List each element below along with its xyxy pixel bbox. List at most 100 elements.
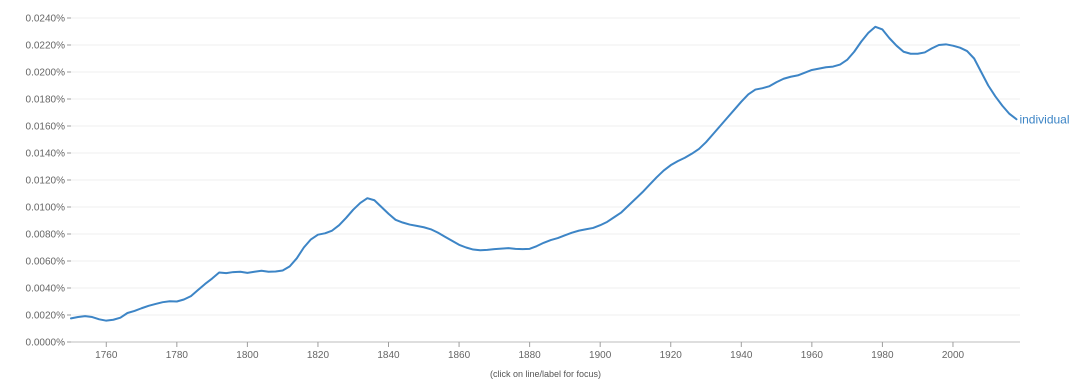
data-point[interactable] — [379, 205, 383, 209]
data-point[interactable] — [203, 282, 207, 286]
data-point[interactable] — [662, 169, 666, 173]
data-point[interactable] — [866, 31, 870, 35]
data-point[interactable] — [90, 315, 94, 319]
data-point[interactable] — [443, 235, 447, 239]
data-point[interactable] — [499, 247, 503, 251]
data-point[interactable] — [669, 163, 673, 167]
series-line-individual[interactable] — [70, 25, 1018, 322]
data-point[interactable] — [598, 223, 602, 227]
data-point[interactable] — [965, 49, 969, 53]
data-point[interactable] — [944, 42, 948, 46]
data-point[interactable] — [104, 319, 108, 323]
data-point[interactable] — [281, 268, 285, 272]
data-point[interactable] — [457, 243, 461, 247]
data-point[interactable] — [577, 229, 581, 233]
data-point[interactable] — [316, 233, 320, 237]
data-point[interactable] — [401, 221, 405, 225]
data-point[interactable] — [958, 46, 962, 50]
data-point[interactable] — [591, 226, 595, 230]
data-point[interactable] — [817, 67, 821, 71]
data-point[interactable] — [796, 73, 800, 77]
data-point[interactable] — [683, 156, 687, 160]
data-point[interactable] — [168, 299, 172, 303]
data-point[interactable] — [782, 77, 786, 81]
data-point[interactable] — [267, 270, 271, 274]
data-point[interactable] — [768, 84, 772, 88]
data-point[interactable] — [845, 58, 849, 62]
data-point[interactable] — [986, 84, 990, 88]
data-point[interactable] — [97, 317, 101, 321]
data-point[interactable] — [937, 43, 941, 47]
data-point[interactable] — [831, 65, 835, 69]
data-point[interactable] — [492, 247, 496, 251]
data-point[interactable] — [147, 304, 151, 308]
data-point[interactable] — [238, 270, 242, 274]
data-point[interactable] — [217, 270, 221, 274]
data-point[interactable] — [436, 231, 440, 235]
data-point[interactable] — [224, 271, 228, 275]
data-point[interactable] — [838, 63, 842, 67]
data-point[interactable] — [803, 71, 807, 75]
data-point[interactable] — [337, 223, 341, 227]
series-group[interactable]: individual — [69, 25, 1070, 323]
data-point[interactable] — [154, 302, 158, 306]
data-point[interactable] — [753, 88, 757, 92]
data-point[interactable] — [415, 224, 419, 228]
data-point[interactable] — [979, 70, 983, 74]
data-point[interactable] — [429, 227, 433, 231]
data-point[interactable] — [556, 236, 560, 240]
data-point[interactable] — [909, 52, 913, 56]
data-point[interactable] — [810, 68, 814, 72]
data-point[interactable] — [676, 159, 680, 163]
data-point[interactable] — [626, 204, 630, 208]
data-point[interactable] — [824, 65, 828, 69]
data-point[interactable] — [718, 124, 722, 128]
data-point[interactable] — [725, 116, 729, 120]
data-point[interactable] — [528, 247, 532, 251]
data-point[interactable] — [584, 227, 588, 231]
data-point[interactable] — [344, 216, 348, 220]
data-point[interactable] — [295, 256, 299, 260]
data-point[interactable] — [895, 44, 899, 48]
data-point[interactable] — [648, 183, 652, 187]
data-point[interactable] — [902, 50, 906, 54]
data-point[interactable] — [450, 239, 454, 243]
data-point[interactable] — [993, 94, 997, 98]
data-point[interactable] — [76, 315, 80, 319]
data-point[interactable] — [394, 218, 398, 222]
data-point[interactable] — [140, 306, 144, 310]
data-point[interactable] — [175, 300, 179, 304]
data-point[interactable] — [852, 50, 856, 54]
data-point[interactable] — [873, 25, 877, 29]
data-point[interactable] — [125, 311, 129, 315]
data-point[interactable] — [351, 208, 355, 212]
data-point[interactable] — [711, 132, 715, 136]
data-point[interactable] — [309, 237, 313, 241]
data-point[interactable] — [535, 244, 539, 248]
series-label-individual[interactable]: individual — [1019, 112, 1069, 126]
data-point[interactable] — [288, 264, 292, 268]
data-point[interactable] — [880, 27, 884, 31]
data-point[interactable] — [111, 318, 115, 322]
data-point[interactable] — [133, 309, 137, 313]
data-point[interactable] — [506, 246, 510, 250]
data-point[interactable] — [633, 197, 637, 201]
data-point[interactable] — [612, 215, 616, 219]
data-point[interactable] — [365, 196, 369, 200]
data-point[interactable] — [231, 270, 235, 274]
data-point[interactable] — [704, 140, 708, 144]
data-point[interactable] — [739, 100, 743, 104]
data-point[interactable] — [859, 40, 863, 44]
data-point[interactable] — [485, 248, 489, 252]
data-point[interactable] — [274, 270, 278, 274]
data-point[interactable] — [422, 225, 426, 229]
data-point[interactable] — [83, 314, 87, 318]
data-point[interactable] — [252, 270, 256, 274]
data-point[interactable] — [387, 212, 391, 216]
data-point[interactable] — [210, 277, 214, 281]
data-point[interactable] — [161, 300, 165, 304]
data-point[interactable] — [972, 57, 976, 61]
data-point[interactable] — [605, 220, 609, 224]
data-point[interactable] — [951, 44, 955, 48]
data-point[interactable] — [118, 316, 122, 320]
